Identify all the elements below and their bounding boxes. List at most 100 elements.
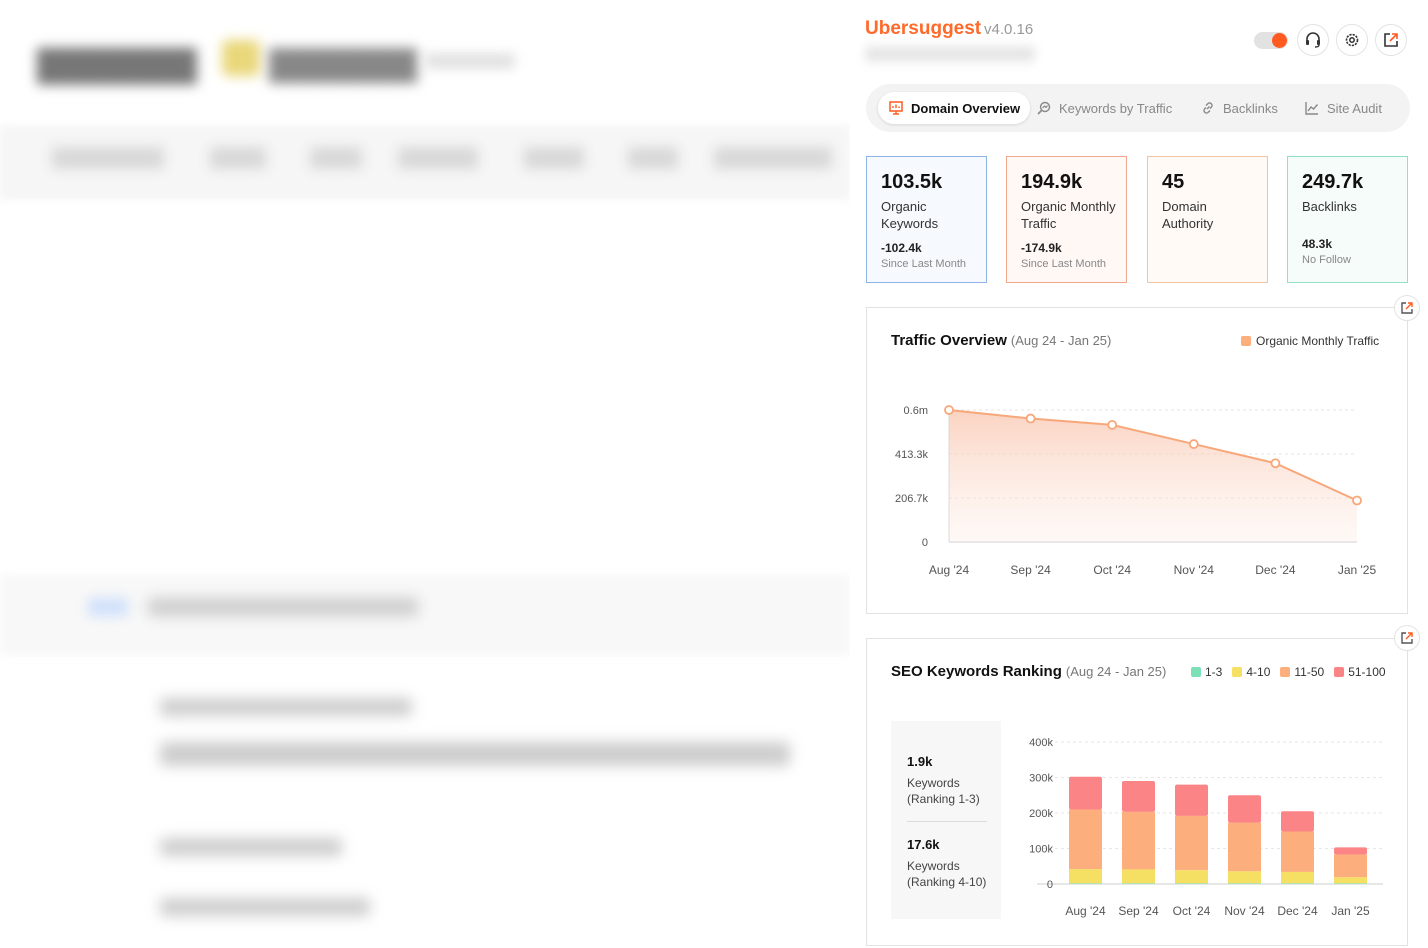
data-point — [1025, 413, 1036, 424]
legend-label: 1-3 — [1205, 665, 1223, 679]
background-page: ▆▆▆▆▆ ▆▆▆▆▆ — [38, 39, 832, 916]
x-tick-label: Nov '24 — [1224, 904, 1265, 918]
bar-segment-11-50 — [1175, 815, 1208, 871]
keyword-search-icon — [1037, 101, 1051, 115]
bg-text-line — [160, 838, 342, 856]
bg-chip — [398, 147, 478, 169]
headset-icon — [1306, 32, 1320, 48]
metric-card-backlinks[interactable]: 249.7k Backlinks 48.3k No Follow — [1287, 156, 1408, 283]
traffic-open-button[interactable] — [1394, 295, 1420, 321]
line-chart-icon — [1305, 102, 1319, 115]
legend-swatch — [1241, 336, 1251, 346]
y-tick-label: 200k — [1029, 808, 1053, 820]
bar-segment-51-100 — [1122, 781, 1155, 812]
toggle-knob — [1272, 33, 1287, 48]
bar-segment-51-100 — [1228, 795, 1261, 823]
y-tick-label: 413.3k — [895, 449, 929, 461]
chart-title: Traffic Overview — [891, 332, 1007, 349]
bg-chip — [210, 147, 266, 169]
traffic-chart: 0 206.7k 413.3k 0.6m Aug '24 Sep '24 Oct '24 No… — [895, 405, 1377, 577]
traffic-overview-card: Traffic Overview (Aug 24 - Jan 25) Organi… — [866, 307, 1408, 614]
extension-toggle[interactable] — [1254, 32, 1288, 49]
tab-bar: Domain Overview Keywords by Traffic Back… — [866, 84, 1410, 132]
bar-segment-4-10 — [1175, 870, 1208, 884]
metric-label: Domain Authority — [1162, 199, 1214, 231]
bg-subtext-blurred — [425, 54, 515, 68]
bar-segment-51-100 — [1175, 784, 1208, 816]
metric-value: 194.9k — [1021, 171, 1083, 193]
legend-label: 4-10 — [1246, 665, 1271, 679]
bar-segment-1-3 — [1228, 883, 1261, 884]
bg-chip — [310, 147, 362, 169]
bar-segment-4-10 — [1069, 869, 1102, 884]
legend-label: 51-100 — [1348, 665, 1386, 679]
bar-segment-11-50 — [1069, 809, 1102, 870]
legend-swatch — [1280, 667, 1291, 677]
x-tick-label: Aug '24 — [1065, 904, 1106, 918]
presentation-icon — [889, 101, 903, 115]
metric-card-organic-traffic[interactable]: 194.9k Organic Monthly Traffic -174.9k S… — [1006, 156, 1127, 283]
keywords-summary: 1.9k Keywords (Ranking 1-3) 17.6k Keyword… — [891, 721, 1001, 919]
x-tick-label: Dec '24 — [1277, 904, 1318, 918]
bg-text-line — [160, 898, 370, 916]
open-external-button[interactable] — [1375, 24, 1407, 56]
series-line — [948, 409, 1358, 502]
metric-label: Backlinks — [1302, 199, 1357, 214]
keywords-top10-label: Keywords (Ranking 4-10) — [907, 858, 986, 890]
x-tick-label: Jan '25 — [1331, 904, 1370, 918]
keywords-top10-value: 17.6k — [907, 837, 940, 852]
metric-label: Organic Keywords — [881, 199, 939, 231]
metric-card-domain-authority[interactable]: 45 Domain Authority — [1147, 156, 1268, 283]
keywords-label: Keywords — [907, 859, 960, 873]
brand-name: Ubersuggest — [865, 18, 982, 39]
data-point — [1270, 458, 1281, 469]
metric-value: 45 — [1162, 171, 1185, 193]
y-tick-label: 0 — [922, 537, 928, 549]
seo-keywords-card: SEO Keywords Ranking (Aug 24 - Jan 25) 1-… — [866, 638, 1408, 946]
bar-segment-4-10 — [1334, 877, 1367, 884]
x-tick-label: Dec '24 — [1255, 563, 1296, 577]
bar-segment-4-10 — [1122, 869, 1155, 884]
bar-segment-1-3 — [1281, 883, 1314, 884]
tab-label: Domain Overview — [911, 100, 1021, 116]
x-tick-label: Nov '24 — [1174, 563, 1215, 577]
bar-segment-51-100 — [1281, 811, 1314, 832]
tab-domain-overview[interactable]: Domain Overview — [878, 92, 1031, 124]
support-button[interactable] — [1297, 24, 1329, 56]
keywords-top3-label: Keywords (Ranking 1-3) — [907, 775, 980, 807]
tab-keywords-by-traffic[interactable]: Keywords by Traffic — [1036, 92, 1172, 124]
external-link-icon — [1401, 302, 1413, 314]
x-tick-label: Oct '24 — [1093, 563, 1131, 577]
metric-value: 249.7k — [1302, 171, 1364, 193]
bg-chip — [714, 147, 832, 169]
tab-backlinks[interactable]: Backlinks — [1200, 92, 1278, 124]
x-tick-label: Jan '25 — [1338, 563, 1377, 577]
area-fill — [949, 410, 1357, 542]
seo-keywords-title: SEO Keywords Ranking (Aug 24 - Jan 25) — [891, 663, 1166, 680]
seo-keywords-chart: 0 100k 200k 300k 400k Aug '24 Sep '24 Oct '24 No… — [1029, 737, 1383, 918]
tab-site-audit[interactable]: Site Audit — [1304, 92, 1382, 124]
traffic-legend: Organic Monthly Traffic — [1241, 334, 1379, 348]
bar-segment-1-3 — [1175, 883, 1208, 884]
bg-heading-blurred: ▆▆▆▆▆ — [38, 39, 197, 83]
tab-label: Backlinks — [1223, 100, 1278, 116]
version-label: v4.0.16 — [984, 21, 1034, 38]
metric-delta-label: No Follow — [1302, 254, 1351, 266]
seo-open-button[interactable] — [1394, 625, 1420, 651]
settings-button[interactable] — [1336, 24, 1368, 56]
bar-segment-1-3 — [1069, 883, 1102, 884]
bar-segment-1-3 — [1122, 883, 1155, 884]
bar-segment-4-10 — [1281, 871, 1314, 884]
bg-heading2-blurred: ▆▆▆▆▆ — [270, 40, 417, 82]
legend-swatch — [1191, 667, 1201, 677]
metric-card-organic-keywords[interactable]: 103.5k Organic Keywords -102.4k Since La… — [866, 156, 987, 283]
external-link-icon — [1401, 632, 1413, 644]
bar-segment-1-3 — [1334, 883, 1367, 884]
bg-tag — [88, 598, 128, 616]
traffic-overview-title: Traffic Overview (Aug 24 - Jan 25) — [891, 332, 1111, 349]
seo-legend: 1-3 4-10 11-50 51-100 — [1191, 665, 1386, 679]
keywords-top3-value: 1.9k — [907, 754, 933, 769]
data-point — [1107, 420, 1118, 430]
ranking-label: (Ranking 4-10) — [907, 875, 987, 889]
